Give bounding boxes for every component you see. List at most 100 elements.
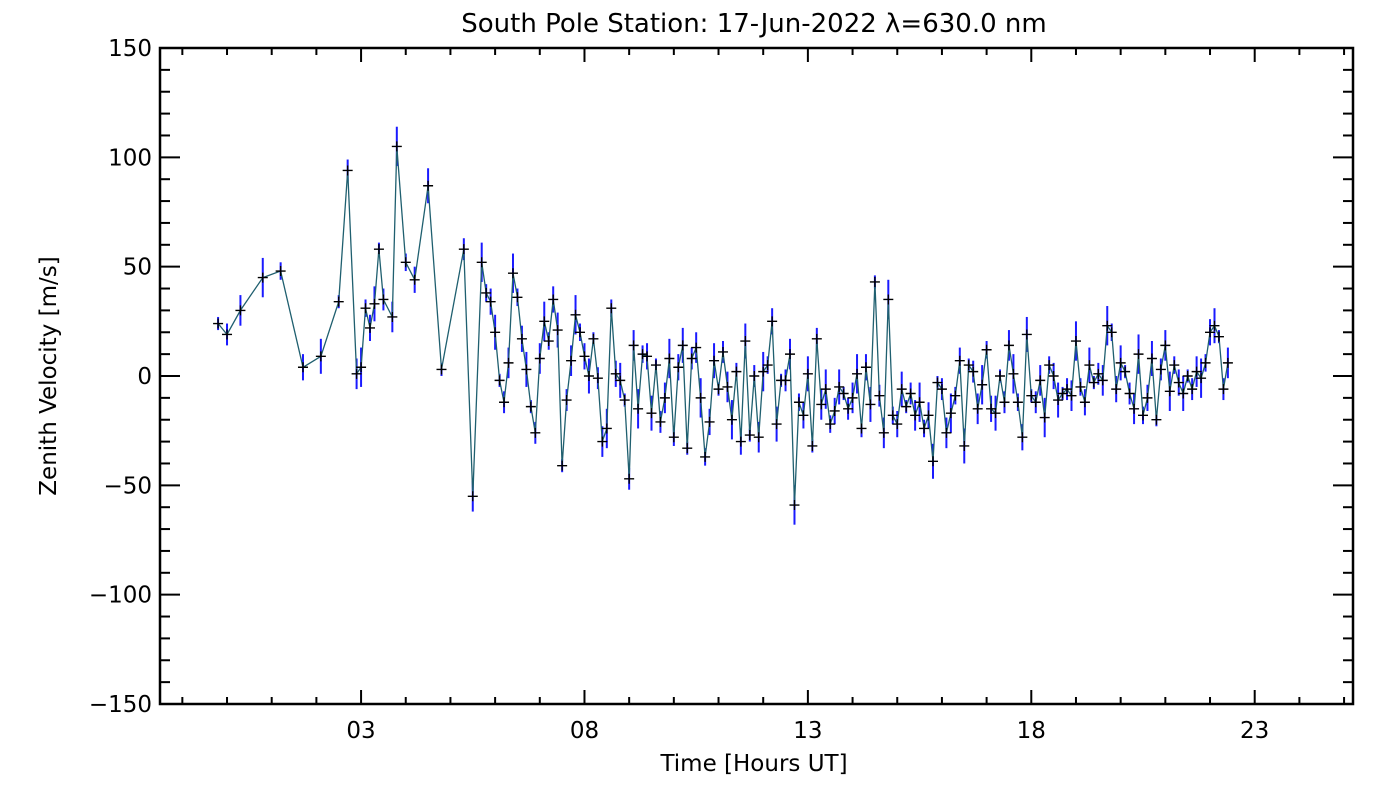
y-tick-label: 150 bbox=[108, 36, 152, 62]
data-point bbox=[213, 318, 224, 329]
data-point bbox=[1115, 357, 1126, 368]
x-axis-label: Time [Hours UT] bbox=[659, 751, 847, 777]
data-point bbox=[995, 371, 1006, 381]
data-point bbox=[869, 276, 880, 287]
data-point bbox=[297, 362, 308, 373]
data-point bbox=[740, 336, 751, 347]
data-point bbox=[914, 397, 925, 408]
data-point bbox=[731, 366, 742, 377]
data-point bbox=[664, 353, 675, 364]
data-point bbox=[789, 500, 800, 511]
data-point bbox=[847, 392, 858, 403]
data-point bbox=[923, 410, 934, 421]
data-point bbox=[686, 353, 697, 364]
data-point bbox=[901, 401, 912, 412]
y-tick-label: 100 bbox=[108, 145, 152, 171]
data-point bbox=[1129, 403, 1140, 414]
data-point bbox=[601, 423, 612, 434]
data-point bbox=[1205, 327, 1216, 338]
data-point bbox=[1084, 360, 1095, 371]
data-point bbox=[615, 375, 626, 386]
data-point bbox=[659, 392, 670, 403]
x-tick-label: 18 bbox=[1017, 718, 1046, 744]
data-point bbox=[333, 296, 344, 307]
data-point bbox=[387, 311, 398, 322]
data-point bbox=[257, 272, 268, 283]
data-point bbox=[646, 408, 657, 419]
data-point bbox=[856, 423, 867, 434]
data-point bbox=[883, 294, 894, 305]
data-point bbox=[650, 360, 661, 371]
data-point bbox=[633, 403, 644, 414]
data-point bbox=[315, 351, 326, 362]
data-point bbox=[1097, 375, 1108, 386]
data-point bbox=[575, 327, 586, 338]
data-point bbox=[467, 491, 478, 502]
data-point bbox=[726, 414, 737, 425]
data-point bbox=[691, 342, 702, 353]
data-point bbox=[1079, 397, 1090, 408]
data-point bbox=[391, 141, 402, 152]
data-point bbox=[1102, 320, 1113, 331]
data-point bbox=[892, 419, 903, 430]
data-point bbox=[1124, 388, 1135, 399]
data-point bbox=[351, 368, 362, 379]
data-point bbox=[583, 371, 594, 381]
data-point bbox=[829, 405, 840, 416]
data-point bbox=[507, 268, 518, 279]
data-point bbox=[798, 410, 809, 421]
x-tick-label: 23 bbox=[1240, 718, 1269, 744]
data-point bbox=[936, 384, 947, 395]
data-point bbox=[436, 364, 447, 375]
data-point bbox=[910, 410, 921, 421]
data-point bbox=[539, 316, 550, 327]
data-point bbox=[610, 368, 621, 379]
data-point bbox=[1182, 371, 1193, 381]
data-point bbox=[1035, 375, 1046, 386]
data-point bbox=[1133, 349, 1144, 360]
data-point bbox=[566, 355, 577, 366]
y-axis-label: Zenith Velocity [m/s] bbox=[36, 256, 62, 495]
data-point bbox=[481, 287, 492, 298]
data-point bbox=[1008, 368, 1019, 379]
data-point bbox=[896, 384, 907, 395]
data-point bbox=[356, 362, 367, 373]
data-point bbox=[673, 362, 684, 373]
data-point bbox=[749, 371, 760, 381]
data-point bbox=[887, 410, 898, 421]
data-point bbox=[503, 357, 514, 368]
data-point bbox=[1066, 390, 1077, 401]
data-point bbox=[1200, 357, 1211, 368]
data-point bbox=[1070, 336, 1081, 347]
data-point bbox=[1213, 331, 1224, 342]
data-point bbox=[373, 244, 384, 255]
data-point bbox=[521, 364, 532, 375]
data-point bbox=[1075, 381, 1086, 392]
data-point bbox=[1057, 388, 1068, 399]
data-point bbox=[1222, 357, 1233, 368]
data-point bbox=[878, 427, 889, 438]
data-point bbox=[762, 360, 773, 371]
data-point bbox=[767, 316, 778, 327]
data-point bbox=[557, 460, 568, 471]
data-point bbox=[717, 346, 728, 357]
data-point bbox=[771, 419, 782, 430]
data-point bbox=[1209, 320, 1220, 331]
data-point bbox=[927, 456, 938, 467]
data-point bbox=[1164, 386, 1175, 397]
data-point bbox=[1173, 377, 1184, 388]
data-point bbox=[222, 329, 233, 340]
data-point bbox=[534, 353, 545, 364]
y-tick-label: 0 bbox=[137, 364, 152, 390]
series-line bbox=[217, 146, 1229, 506]
data-point bbox=[525, 401, 536, 412]
data-point bbox=[852, 368, 863, 379]
data-point bbox=[905, 388, 916, 399]
data-point bbox=[1053, 395, 1064, 406]
data-markers bbox=[213, 141, 1233, 511]
data-point bbox=[963, 360, 974, 371]
data-point bbox=[941, 427, 952, 438]
data-point bbox=[1062, 384, 1073, 395]
data-point bbox=[668, 432, 679, 443]
